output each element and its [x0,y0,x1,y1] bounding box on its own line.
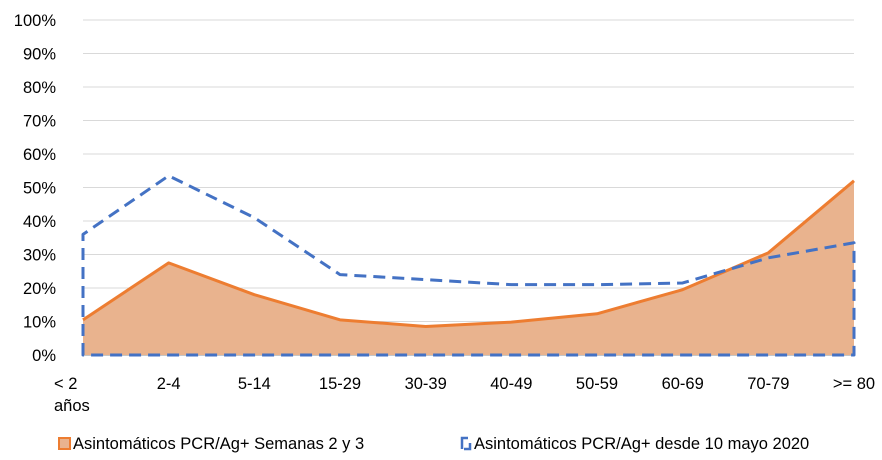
y-tick-label: 100% [14,12,57,30]
y-tick-label: 30% [23,247,56,265]
legend: Asintomáticos PCR/Ag+ Semanas 2 y 3 Asin… [59,435,809,453]
legend-label-area: Asintomáticos PCR/Ag+ Semanas 2 y 3 [73,435,364,453]
x-tick-label: < 2 [54,375,77,393]
x-tick-label: 50-59 [576,375,618,393]
legend-swatch-dashed [462,438,470,449]
x-tick-label: 15-29 [319,375,361,393]
y-tick-label: 90% [23,46,56,64]
legend-item-area: Asintomáticos PCR/Ag+ Semanas 2 y 3 [59,435,364,453]
legend-swatch-area [59,438,70,449]
legend-item-dashed: Asintomáticos PCR/Ag+ desde 10 mayo 2020 [462,435,809,453]
y-tick-label: 70% [23,113,56,131]
x-tick-label: 70-79 [747,375,789,393]
y-tick-label: 80% [23,79,56,97]
x-tick-label: 30-39 [405,375,447,393]
y-tick-label: 0% [32,347,56,365]
x-tick-label: >= 80 [833,375,875,393]
x-tick-label: 40-49 [490,375,532,393]
x-tick-label: años [54,397,90,415]
y-tick-label: 60% [23,146,56,164]
y-tick-label: 10% [23,314,56,332]
x-tick-label: 2-4 [157,375,181,393]
y-tick-label: 20% [23,280,56,298]
legend-label-dashed: Asintomáticos PCR/Ag+ desde 10 mayo 2020 [474,435,809,453]
x-tick-label: 60-69 [662,375,704,393]
x-axis-ticks: < 2 años 2-4 5-14 15-29 30-39 40-49 50-59 60-69 7… [54,375,875,415]
x-tick-label: 5-14 [238,375,271,393]
y-tick-label: 50% [23,180,56,198]
y-axis-ticks: 0% 10% 20% 30% 40% 50% 60% 70% 80% 90% 100% [14,12,57,365]
y-tick-label: 40% [23,213,56,231]
